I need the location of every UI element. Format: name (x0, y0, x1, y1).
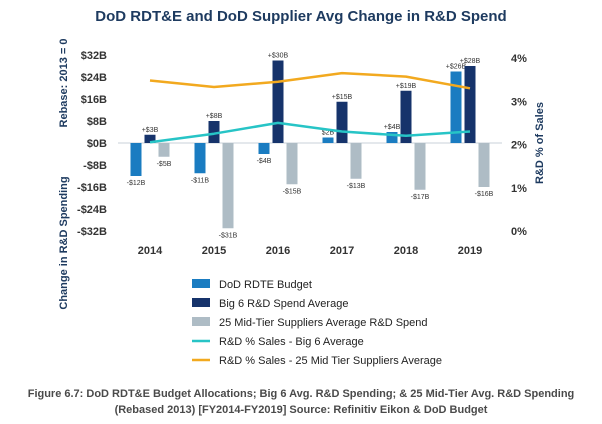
right-axis-tick-label: 1% (511, 183, 527, 195)
chart-canvas: $32B $24B $16B $8B $0B -$8B -$16B -$24B -$32B 4% 3… (58, 39, 546, 367)
left-axis-tick-label: $0B (87, 138, 107, 150)
bar-data-label: -$13B (347, 183, 366, 190)
bar-data-label: -$17B (411, 194, 430, 201)
bar-25-mid-tier-suppliers-average-r-d-spend-2018 (414, 143, 426, 190)
bar-25-mid-tier-suppliers-average-r-d-spend-2016 (286, 143, 298, 185)
bar-dod-rdte-budget-2017 (322, 137, 334, 143)
bar-data-label: +$26B (446, 64, 467, 71)
bar-big-6-r-d-spend-average-2018 (400, 90, 412, 143)
bar-data-label: +$30B (268, 53, 289, 60)
legend-swatch (192, 279, 210, 288)
left-axis-tick-label: -$8B (83, 160, 107, 172)
left-axis-tick-label: -$16B (77, 182, 107, 194)
chart-title: DoD RDT&E and DoD Supplier Avg Change in… (95, 8, 507, 25)
bar-data-label: +$28B (460, 58, 481, 65)
bar-data-label: -$5B (157, 161, 172, 168)
bar-data-label: -$11B (191, 177, 209, 184)
right-axis-tick-label: 2% (511, 140, 527, 152)
legend-label: Big 6 R&D Spend Average (219, 298, 348, 310)
bar-big-6-r-d-spend-average-2017 (336, 101, 348, 143)
legend-label: R&D % Sales - Big 6 Average (219, 336, 364, 348)
bar-big-6-r-d-spend-average-2014 (144, 134, 156, 143)
legend-swatch (192, 317, 210, 326)
bar-big-6-r-d-spend-average-2019 (464, 66, 476, 143)
bar-data-label: +$19B (396, 83, 417, 90)
bar-dod-rdte-budget-2016 (258, 143, 270, 154)
left-axis-tick-label: $8B (87, 116, 107, 128)
line-r-d-sales-big-6-average (149, 121, 471, 144)
bar-data-label: +$15B (332, 94, 353, 101)
right-axis-title: R&D % of Sales (534, 102, 546, 184)
legend-swatch (192, 298, 210, 307)
bar-data-label: -$12B (127, 180, 146, 187)
right-axis-tick-label: 3% (511, 96, 527, 108)
bar-big-6-r-d-spend-average-2015 (208, 121, 220, 143)
x-axis-tick-label: 2014 (138, 245, 163, 257)
figure-caption-line-1: Figure 6.7: DoD RDT&E Budget Allocations… (27, 388, 575, 400)
left-axis-tick-label: $16B (81, 94, 107, 106)
left-axis-tick-label: -$32B (77, 226, 107, 238)
x-axis-tick-label: 2015 (202, 245, 226, 257)
bar-dod-rdte-budget-2018 (386, 132, 398, 143)
x-axis-tick-label: 2018 (394, 245, 418, 257)
legend-label: R&D % Sales - 25 Mid Tier Suppliers Aver… (219, 355, 442, 367)
left-axis-title-top: Rebase: 2013 = 0 (58, 39, 70, 128)
legend-label: 25 Mid-Tier Suppliers Average R&D Spend (219, 317, 428, 329)
bar-25-mid-tier-suppliers-average-r-d-spend-2014 (158, 143, 170, 157)
right-axis-tick-label: 4% (511, 53, 527, 65)
bar-dod-rdte-budget-2019 (450, 71, 462, 143)
bar-data-label: +$3B (142, 127, 159, 134)
bar-data-label: +$4B (384, 124, 401, 131)
bar-dod-rdte-budget-2014 (130, 143, 142, 176)
x-axis-tick-label: 2019 (458, 245, 482, 257)
bar-data-label: -$16B (475, 191, 494, 198)
bar-data-label: -$15B (283, 188, 302, 195)
line-r-d-sales-25-mid-tier-suppliers-average (149, 71, 471, 90)
legend-label: DoD RDTE Budget (219, 279, 312, 291)
left-axis-tick-label: $24B (81, 72, 107, 84)
x-axis-tick-label: 2016 (266, 245, 290, 257)
bar-big-6-r-d-spend-average-2016 (272, 60, 284, 143)
left-axis-tick-label: $32B (81, 50, 107, 62)
left-axis-title-bottom: Change in R&D Spending (58, 176, 70, 309)
bar-data-label: -$4B (257, 158, 272, 165)
right-axis-tick-label: 0% (511, 226, 527, 238)
figure-caption-line-2: (Rebased 2013) [FY2014-FY2019] Source: R… (114, 404, 488, 416)
left-axis-tick-label: -$24B (77, 204, 107, 216)
bar-25-mid-tier-suppliers-average-r-d-spend-2019 (478, 143, 490, 187)
bar-25-mid-tier-suppliers-average-r-d-spend-2017 (350, 143, 362, 179)
bar-data-label: $2B (322, 130, 335, 137)
bar-25-mid-tier-suppliers-average-r-d-spend-2015 (222, 143, 234, 229)
bar-data-label: -$31B (219, 232, 238, 239)
x-axis-tick-label: 2017 (330, 245, 354, 257)
bar-dod-rdte-budget-2015 (194, 143, 206, 174)
bar-data-label: +$8B (206, 113, 223, 120)
